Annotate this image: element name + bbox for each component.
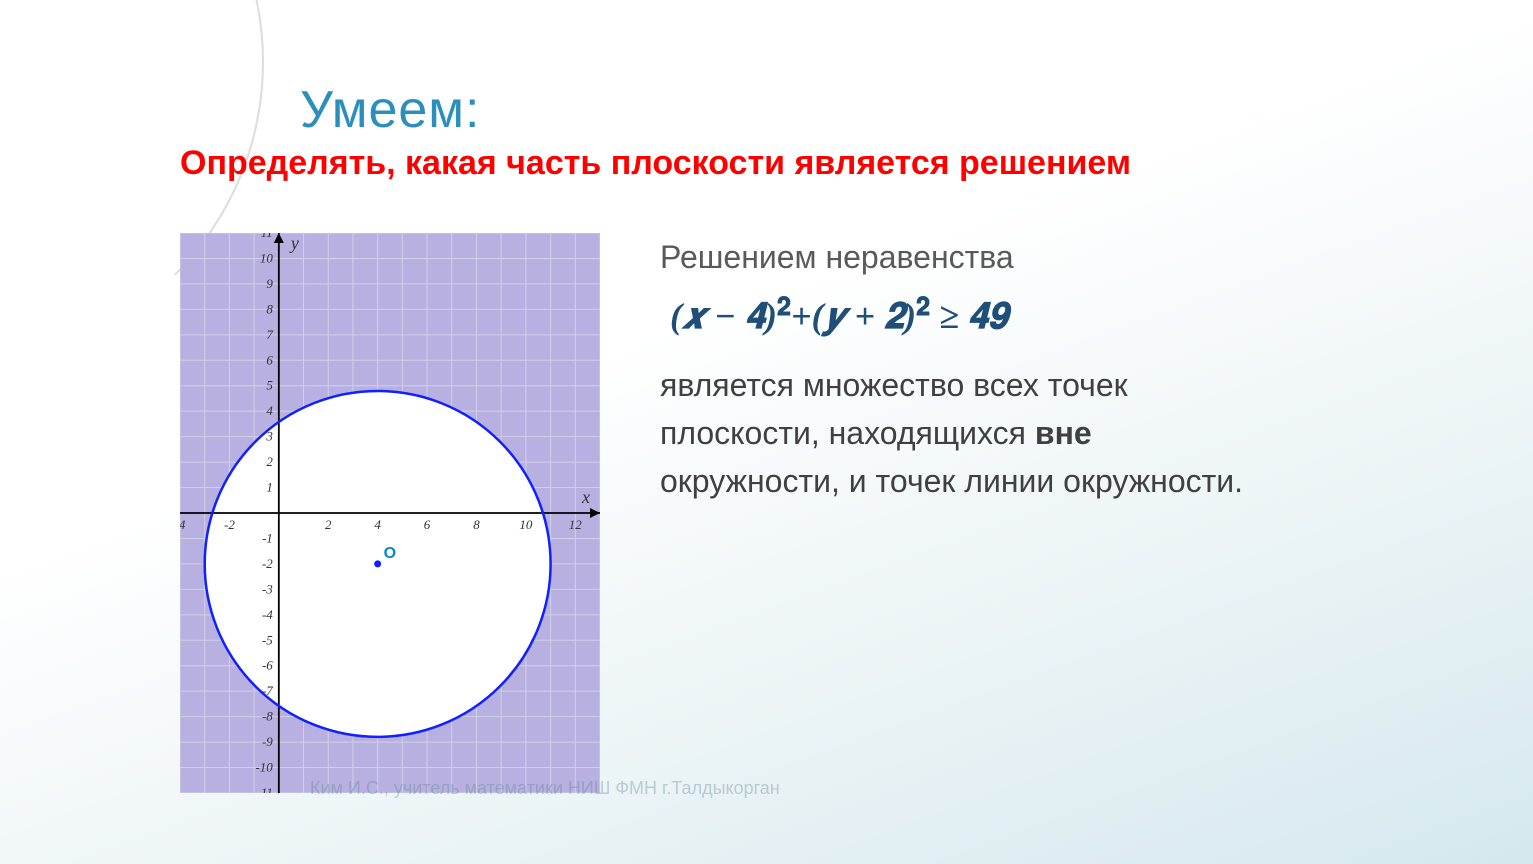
svg-text:-3: -3 bbox=[262, 581, 273, 596]
svg-text:-2: -2 bbox=[224, 517, 235, 532]
svg-text:-11: -11 bbox=[256, 785, 272, 793]
svg-text:9: 9 bbox=[266, 276, 273, 291]
svg-text:4: 4 bbox=[266, 403, 273, 418]
svg-text:-2: -2 bbox=[262, 556, 273, 571]
svg-text:-8: -8 bbox=[262, 709, 273, 724]
svg-text:-10: -10 bbox=[255, 760, 273, 775]
slide: Умеем: Определять, какая часть плоскости… bbox=[0, 0, 1533, 864]
body-bold: вне bbox=[1035, 415, 1092, 451]
svg-text:-4: -4 bbox=[180, 517, 186, 532]
svg-text:12: 12 bbox=[569, 517, 583, 532]
explanation-text: Решением неравенства (𝒙 − 𝟒)𝟐+(𝒚 + 𝟐)𝟐 ≥… bbox=[660, 233, 1280, 793]
svg-text:O: O bbox=[384, 545, 396, 562]
body-after: окружности, и точек линии окружности. bbox=[660, 463, 1243, 499]
svg-text:11: 11 bbox=[261, 233, 273, 240]
svg-text:-5: -5 bbox=[262, 632, 273, 647]
svg-text:8: 8 bbox=[473, 517, 480, 532]
svg-text:1: 1 bbox=[266, 480, 273, 495]
svg-text:3: 3 bbox=[265, 429, 273, 444]
slide-title: Умеем: bbox=[300, 80, 1453, 140]
chart-column: O -4 -2 2 4 6 8 10 12 11 10 9 8 7 6 5 4 3 2 1 -1 -2 -3 -4 -5 -6 -7… bbox=[180, 233, 600, 793]
svg-text:8: 8 bbox=[266, 301, 273, 316]
svg-text:-6: -6 bbox=[262, 658, 273, 673]
svg-text:7: 7 bbox=[266, 327, 273, 342]
svg-text:x: x bbox=[581, 487, 590, 507]
inequality-formula: (𝒙 − 𝟒)𝟐+(𝒚 + 𝟐)𝟐 ≥ 𝟒𝟗 bbox=[670, 289, 1280, 343]
svg-text:5: 5 bbox=[266, 378, 273, 393]
body-paragraph: является множество всех точек плоскости,… bbox=[660, 361, 1280, 505]
svg-text:-4: -4 bbox=[262, 607, 273, 622]
body-row: O -4 -2 2 4 6 8 10 12 11 10 9 8 7 6 5 4 3 2 1 -1 -2 -3 -4 -5 -6 -7… bbox=[180, 233, 1453, 793]
svg-text:6: 6 bbox=[266, 352, 273, 367]
intro-line: Решением неравенства bbox=[660, 233, 1280, 281]
svg-text:10: 10 bbox=[519, 517, 533, 532]
inequality-chart: O -4 -2 2 4 6 8 10 12 11 10 9 8 7 6 5 4 3 2 1 -1 -2 -3 -4 -5 -6 -7… bbox=[180, 233, 600, 793]
svg-text:-1: -1 bbox=[262, 530, 273, 545]
svg-text:4: 4 bbox=[374, 517, 381, 532]
content-area: Умеем: Определять, какая часть плоскости… bbox=[180, 80, 1453, 793]
svg-text:-9: -9 bbox=[262, 734, 273, 749]
svg-text:2: 2 bbox=[266, 454, 273, 469]
svg-text:2: 2 bbox=[325, 517, 332, 532]
svg-text:-7: -7 bbox=[262, 683, 273, 698]
svg-text:y: y bbox=[289, 233, 299, 253]
slide-subtitle: Определять, какая часть плоскости являет… bbox=[180, 144, 1453, 183]
svg-text:6: 6 bbox=[424, 517, 431, 532]
svg-text:10: 10 bbox=[260, 250, 274, 265]
footer-credit: Ким И.С., учитель математики НИШ ФМН г.Т… bbox=[310, 778, 780, 799]
